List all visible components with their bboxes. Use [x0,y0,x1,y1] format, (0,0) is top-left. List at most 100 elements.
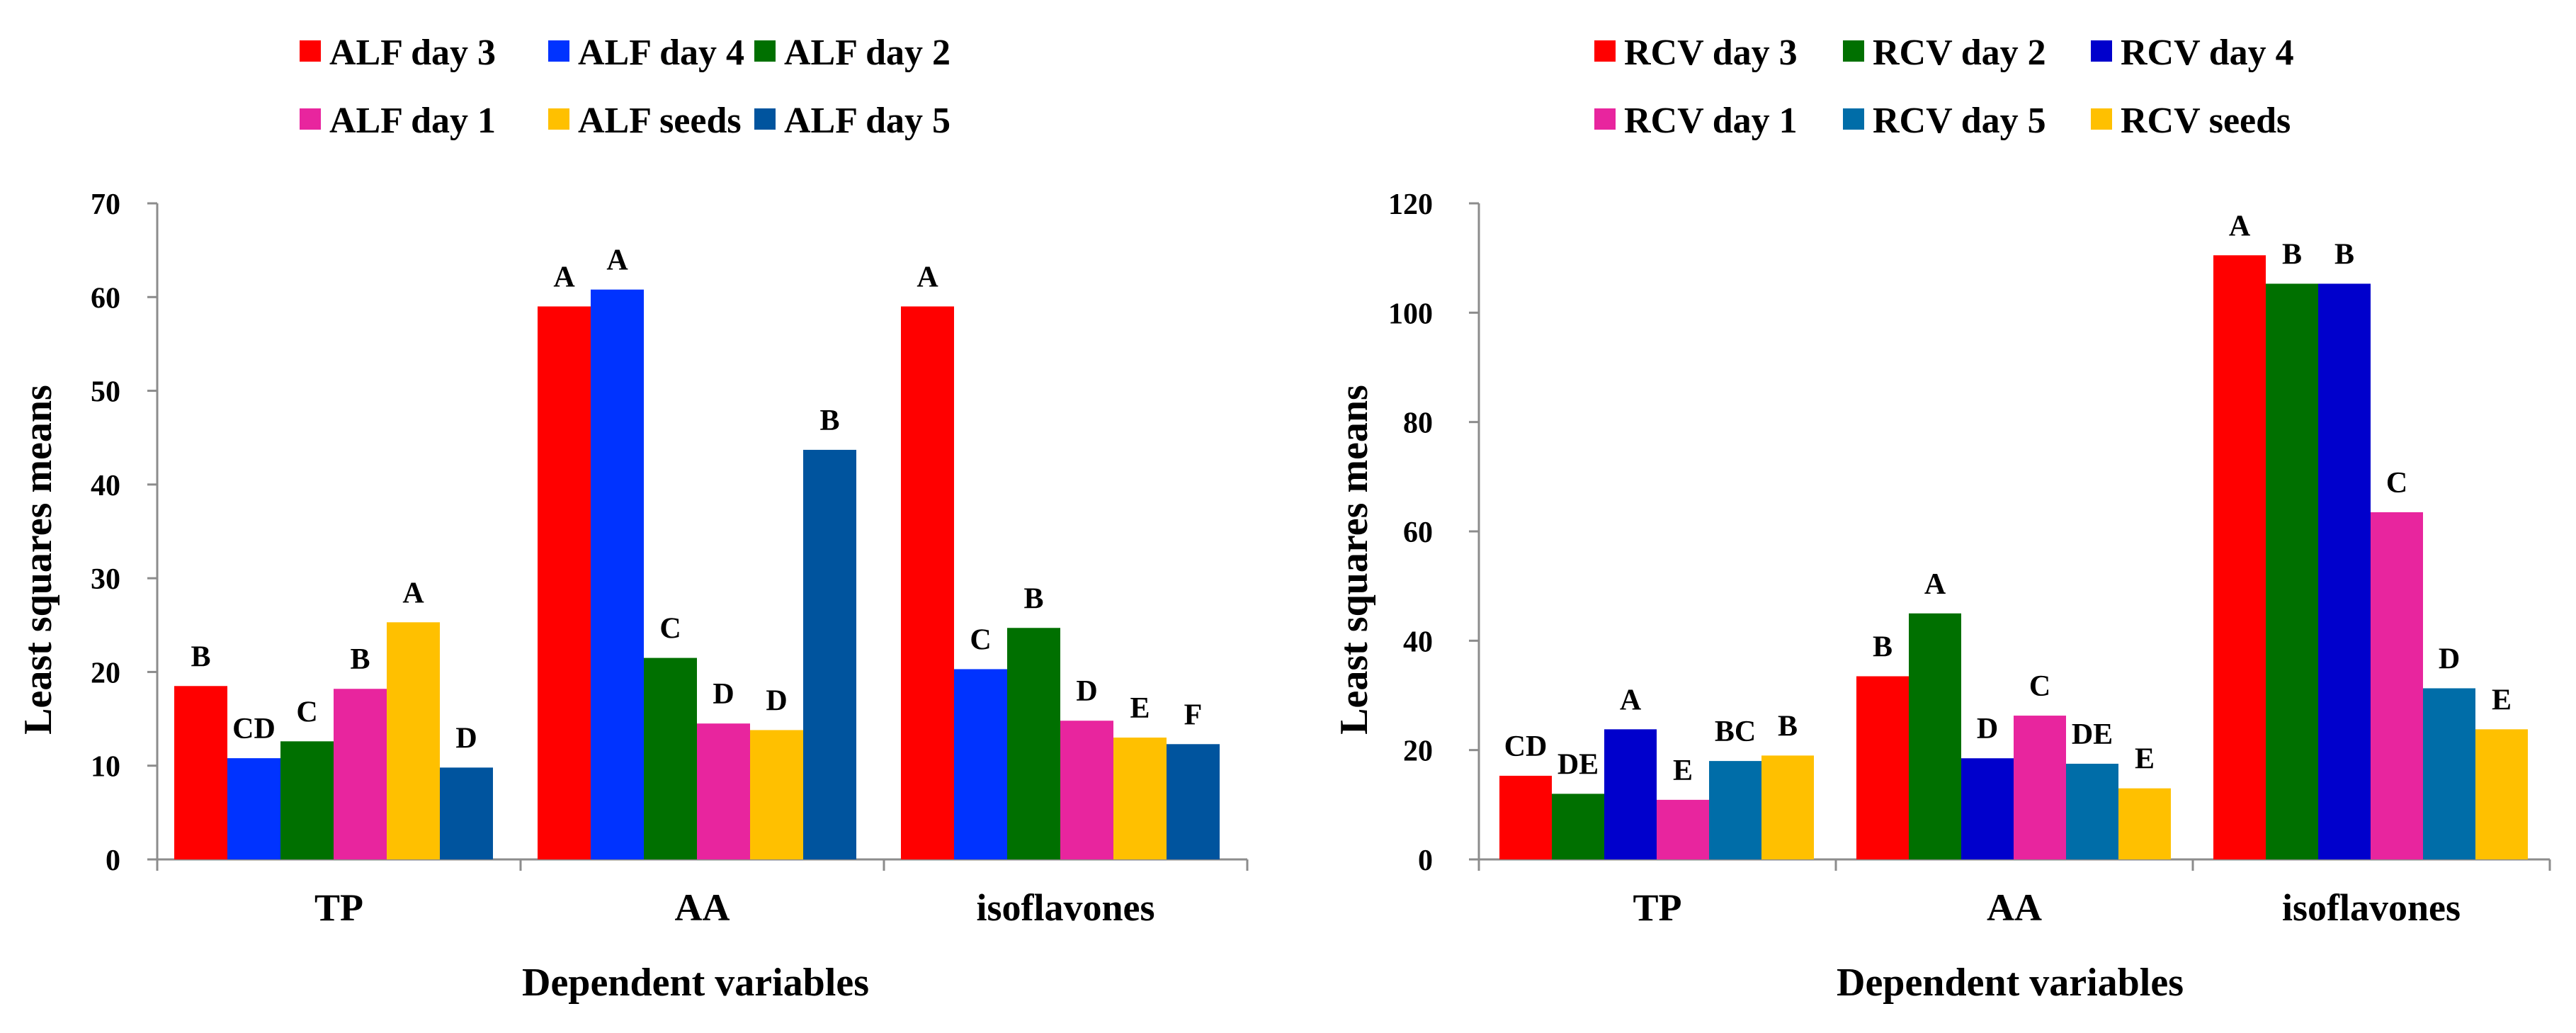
chart-alf: ALF day 3 ALF day 4 ALF day 2 ALF day 1 ALF … [16,33,1249,1005]
y-tick-label: 120 [1388,188,1433,221]
chart-rcv: RCV day 3 RCV day 2 RCV day 4 RCV day 1 RCV … [1332,33,2551,1005]
data-label: E [2492,684,2512,716]
data-label: D [766,684,787,717]
bar-alf-day-3-aa [538,306,591,859]
y-tick-label: 60 [91,282,120,315]
y-tick-label: 20 [1403,735,1433,768]
data-label: D [713,678,734,711]
bar-alf-day-4-aa [591,289,644,859]
legend-swatch-rcv-day-2 [1843,40,1864,62]
legend-label-alf-day-2: ALF day 2 [784,33,951,73]
data-label: C [2386,467,2407,499]
data-label: B [350,643,370,676]
x-category-label-tp: TP [1633,886,1681,929]
x-category-label-aa: AA [675,886,730,929]
data-label: A [606,244,628,277]
bar-rcv-seeds-tp [1761,755,1814,859]
data-label: E [2135,743,2155,776]
legend-swatch-alf-seeds [548,108,569,130]
data-label: F [1184,699,1203,731]
legend-swatch-alf-day-1 [300,108,321,130]
bar-rcv-day-2-tp [1552,794,1604,859]
legend-label-alf-day-1: ALF day 1 [329,101,496,141]
legend-swatch-rcv-seeds [2091,108,2112,130]
bar-rcv-day-4-aa [1961,758,2014,859]
x-category-label-isoflavones: isoflavones [976,886,1154,929]
y-tick-label: 20 [91,657,120,689]
bar-alf-day-2-tp [280,741,334,859]
data-label: D [1076,675,1097,708]
legend-label-alf-seeds: ALF seeds [578,101,742,141]
legend-label-rcv-day-5: RCV day 5 [1873,101,2046,141]
bar-alf-day-1-tp [334,689,387,859]
legend-swatch-rcv-day-5 [1843,108,1864,130]
bar-rcv-day-1-tp [1657,799,1709,859]
legend-swatch-alf-day-5 [754,108,776,130]
bar-rcv-day-3-tp [1499,775,1552,859]
data-label: BC [1715,716,1756,748]
bar-alf-day-1-aa [697,723,750,859]
data-label: B [1873,631,1893,663]
x-category-label-tp: TP [314,886,363,929]
data-label: DE [1557,748,1599,781]
y-tick-label: 30 [91,563,120,596]
legend-label-alf-day-4: ALF day 4 [578,33,744,73]
data-label: A [553,261,575,294]
data-label: E [1673,755,1693,787]
data-label: D [2439,643,2460,675]
y-tick-label: 0 [1418,845,1433,877]
y-tick-label: 60 [1403,516,1433,549]
data-label: C [296,696,317,728]
legend-label-rcv-seeds: RCV seeds [2121,101,2291,141]
legend-swatch-alf-day-3 [300,40,321,62]
data-label: B [1023,582,1043,615]
bar-alf-seeds-tp [387,622,440,859]
data-label: C [970,623,991,656]
bar-alf-day-1-isoflavones [1060,721,1113,859]
bar-alf-seeds-isoflavones [1113,738,1167,859]
legend-swatch-rcv-day-3 [1594,40,1616,62]
y-tick-label: 80 [1403,407,1433,440]
data-label: D [455,722,477,755]
data-label: A [1924,568,1946,601]
bar-alf-seeds-aa [750,730,803,859]
y-tick-label: 70 [91,188,120,221]
data-label: CD [232,713,276,745]
bar-rcv-day-3-aa [1856,676,1909,859]
bar-alf-day-2-isoflavones [1007,628,1060,859]
bar-rcv-day-3-isoflavones [2213,255,2266,859]
legend-swatch-rcv-day-4 [2091,40,2112,62]
y-tick-label: 10 [91,751,120,784]
data-label: B [191,640,210,673]
legend-swatch-alf-day-2 [754,40,776,62]
y-tick-label: 50 [91,376,120,409]
x-axis-title: Dependent variables [1837,961,2184,1005]
bar-alf-day-4-tp [227,758,280,859]
y-tick-label: 40 [1403,626,1433,658]
data-label: B [1778,710,1798,743]
data-label: C [2029,670,2050,703]
data-label: D [1977,713,1998,745]
legend-swatch-alf-day-4 [548,40,569,62]
data-label: CD [1504,730,1548,763]
bar-rcv-day-5-aa [2066,763,2118,859]
bar-rcv-day-5-tp [1709,761,1761,859]
legend-alf: ALF day 3 ALF day 4 ALF day 2 ALF day 1 ALF … [300,33,951,141]
legend-label-rcv-day-2: RCV day 2 [1873,33,2046,73]
y-tick-label: 100 [1388,298,1433,330]
data-label: A [1620,684,1642,716]
data-label: A [917,261,938,294]
bar-alf-day-5-isoflavones [1167,744,1220,859]
y-tick-label: 40 [91,470,120,502]
legend-swatch-rcv-day-1 [1594,108,1616,130]
legend-label-rcv-day-1: RCV day 1 [1624,101,1798,141]
bar-alf-day-3-tp [174,686,227,859]
bar-alf-day-2-aa [644,657,697,859]
bar-rcv-day-4-tp [1604,729,1657,859]
data-label: E [1130,692,1150,725]
bar-rcv-day-4-isoflavones [2318,283,2371,859]
data-label: B [2334,238,2354,271]
data-label: B [2282,238,2302,271]
data-label: A [402,577,424,609]
